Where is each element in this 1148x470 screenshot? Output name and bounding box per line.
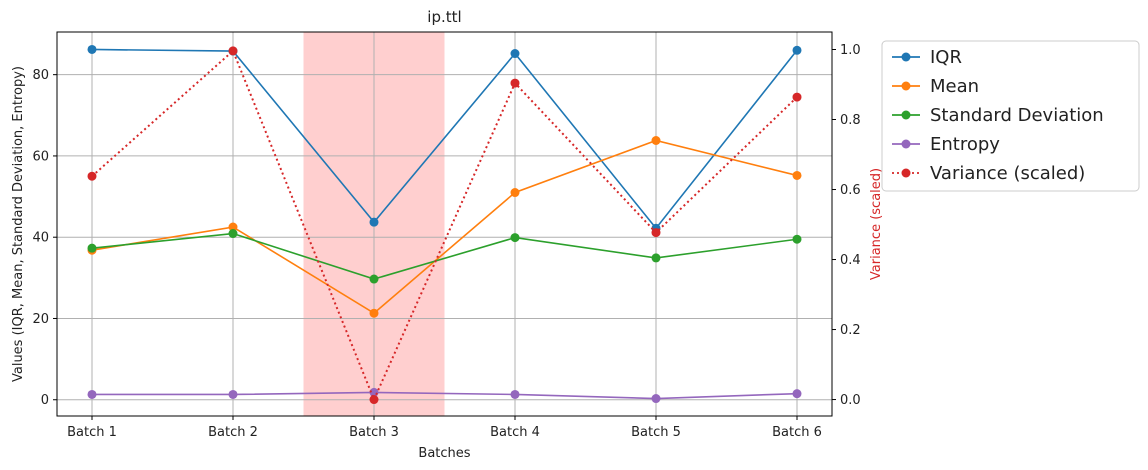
- data-point-mean: [651, 135, 661, 145]
- legend-label-iqr: IQR: [930, 47, 962, 68]
- data-point-variance-scaled: [87, 171, 97, 181]
- y2-tick-label: 1.0: [840, 43, 861, 58]
- data-point-standard-deviation: [87, 243, 97, 253]
- data-point-standard-deviation: [510, 233, 520, 243]
- legend-label-mean: Mean: [930, 76, 979, 97]
- data-point-entropy: [510, 389, 520, 399]
- legend-swatch-marker-entropy: [901, 139, 911, 149]
- data-point-variance-scaled: [651, 228, 661, 238]
- y2-tick-label: 0.0: [840, 393, 861, 408]
- data-point-entropy: [87, 389, 97, 399]
- y2-axis-title: Variance (scaled): [869, 168, 884, 280]
- legend-label-standard-deviation: Standard Deviation: [930, 105, 1104, 126]
- data-point-iqr: [87, 44, 97, 54]
- y-tick-label: 20: [32, 312, 49, 327]
- data-point-entropy: [651, 394, 661, 404]
- x-tick-label: Batch 2: [208, 425, 258, 440]
- x-tick-label: Batch 1: [67, 425, 117, 440]
- data-point-entropy: [228, 389, 238, 399]
- data-point-variance-scaled: [510, 78, 520, 88]
- legend-swatch-marker-standard-deviation: [901, 110, 911, 120]
- legend-label-entropy: Entropy: [930, 134, 1000, 155]
- legend-swatch-marker-iqr: [901, 52, 911, 62]
- y2-tick-label: 0.6: [840, 183, 861, 198]
- series-line-mean: [91, 139, 798, 315]
- data-point-iqr: [510, 49, 520, 59]
- y2-tick-label: 0.2: [840, 323, 861, 338]
- y2-tick-label: 0.4: [840, 253, 861, 268]
- chart-title: ip.ttl: [427, 8, 461, 26]
- data-point-variance-scaled: [792, 92, 802, 102]
- series-line-iqr: [91, 48, 798, 230]
- data-point-iqr: [792, 45, 802, 55]
- series-layer: [87, 44, 802, 405]
- data-point-mean: [792, 170, 802, 180]
- legend-box: [881, 40, 1140, 192]
- data-point-mean: [369, 308, 379, 318]
- y-tick-label: 60: [32, 149, 49, 164]
- y-tick-label: 80: [32, 68, 49, 83]
- data-point-variance-scaled: [228, 46, 238, 56]
- data-point-standard-deviation: [228, 229, 238, 239]
- x-axis-title: Batches: [418, 446, 470, 461]
- ticks-layer: Batch 1 Batch 2 Batch 3 Batch 4 Batch 5 Batch…: [32, 43, 860, 440]
- legend-swatch-marker-mean: [901, 81, 911, 91]
- legend: IQR Mean Standard Deviation Entropy Variance…: [881, 40, 1140, 192]
- data-point-entropy: [792, 389, 802, 399]
- series-line-entropy: [92, 391, 798, 400]
- legend-swatch-marker-variance-scaled: [901, 168, 911, 178]
- x-tick-label: Batch 3: [349, 425, 399, 440]
- y-tick-label: 40: [32, 231, 49, 246]
- x-tick-label: Batch 4: [490, 425, 540, 440]
- data-point-standard-deviation: [792, 234, 802, 244]
- series-line-standard-deviation: [91, 232, 798, 280]
- data-point-iqr: [369, 217, 379, 227]
- y-axis-title: Values (IQR, Mean, Standard Deviation, E…: [11, 66, 26, 382]
- data-point-mean: [510, 188, 520, 198]
- x-tick-label: Batch 6: [772, 425, 822, 440]
- y-tick-label: 0: [41, 393, 49, 408]
- data-point-variance-scaled: [369, 395, 379, 405]
- data-point-standard-deviation: [369, 274, 379, 284]
- data-point-mean: [228, 222, 238, 232]
- legend-label-variance-scaled: Variance (scaled): [930, 163, 1085, 184]
- x-tick-label: Batch 5: [631, 425, 681, 440]
- y2-tick-label: 0.8: [840, 113, 861, 128]
- data-point-standard-deviation: [651, 253, 661, 263]
- plot-frame: [56, 31, 833, 417]
